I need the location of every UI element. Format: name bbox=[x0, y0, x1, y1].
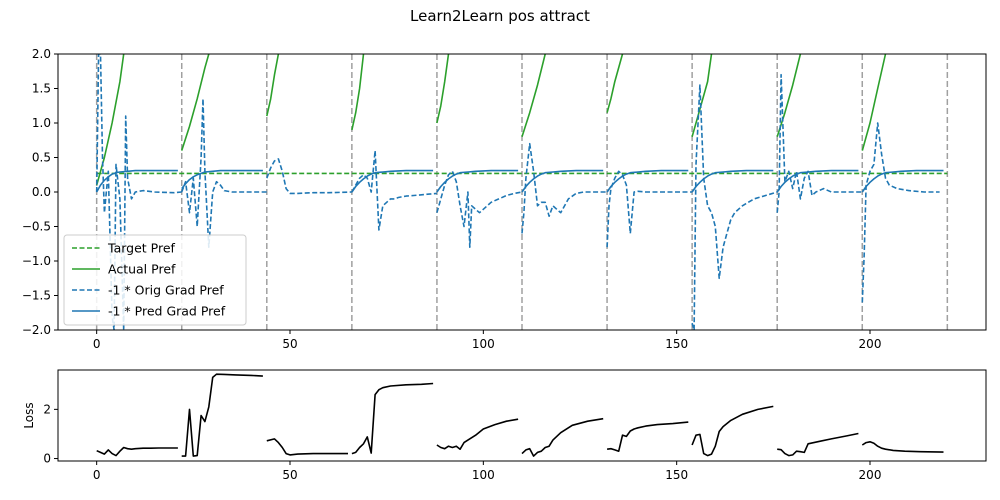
y-tick-label: −1.5 bbox=[22, 289, 51, 303]
series-line--1-pred-grad-pref bbox=[861, 169, 944, 193]
series-line-loss bbox=[181, 373, 263, 457]
y-tick-label: 2.0 bbox=[32, 47, 51, 61]
y-axis-label: Loss bbox=[22, 402, 36, 428]
y-tick-label: −2.0 bbox=[22, 323, 51, 337]
legend-label: Actual Pref bbox=[108, 262, 176, 277]
series-line-actual-pref bbox=[606, 54, 624, 113]
y-tick-label: 0 bbox=[43, 452, 51, 466]
series-line--1-pred-grad-pref bbox=[181, 169, 263, 190]
axes-frame bbox=[57, 369, 987, 462]
x-tick-label: 150 bbox=[665, 337, 688, 351]
series-line-actual-pref bbox=[436, 54, 450, 124]
series-line--1-pred-grad-pref bbox=[606, 169, 689, 193]
y-tick-label: −1.0 bbox=[22, 254, 51, 268]
series-line--1-pred-grad-pref bbox=[436, 169, 519, 193]
plot-area bbox=[96, 373, 944, 457]
top-plot: 0 50 100 150 200 −2.0 −1.5 −1.0 −0.5 0.0 0.5 1.0 1.5… bbox=[22, 47, 987, 351]
y-tick-label: 0.0 bbox=[32, 185, 51, 199]
series-line--1-pred-grad-pref bbox=[95, 169, 178, 193]
series-line-loss bbox=[521, 417, 604, 457]
series-line-actual-pref bbox=[861, 54, 887, 151]
x-tick-label: 200 bbox=[859, 337, 882, 351]
y-tick-label: 2 bbox=[43, 402, 51, 416]
series-line-loss bbox=[861, 440, 944, 453]
series-line--1-orig-grad-pref bbox=[351, 149, 437, 231]
x-tick-label: 0 bbox=[93, 468, 101, 482]
series-line--1-orig-grad-pref bbox=[861, 122, 940, 303]
series-line--1-orig-grad-pref bbox=[266, 158, 352, 195]
series-line-loss bbox=[436, 418, 519, 451]
bottom-plot: 0 50 100 150 200 0 2 Loss bbox=[22, 369, 987, 482]
series-line--1-orig-grad-pref bbox=[691, 84, 778, 330]
series-line-loss bbox=[606, 421, 689, 453]
y-tick-label: 1.0 bbox=[32, 116, 51, 130]
series-line-loss bbox=[351, 382, 434, 455]
legend: Target Pref Actual Pref -1 * Orig Grad Pre… bbox=[63, 234, 247, 326]
series-line-actual-pref bbox=[180, 54, 210, 151]
series-line--1-pred-grad-pref bbox=[776, 169, 859, 193]
series-line-actual-pref bbox=[351, 54, 365, 131]
x-tick-label: 50 bbox=[282, 337, 297, 351]
series-line--1-pred-grad-pref bbox=[351, 169, 434, 193]
series-line-actual-pref bbox=[95, 54, 125, 186]
series-line-loss bbox=[266, 438, 348, 456]
y-tick-label: 0.5 bbox=[32, 151, 51, 165]
y-tick-label: 1.5 bbox=[32, 82, 51, 96]
series-line-actual-pref bbox=[691, 54, 713, 138]
series-line-loss bbox=[691, 405, 774, 457]
legend-box bbox=[63, 234, 247, 326]
series-line--1-pred-grad-pref bbox=[521, 169, 604, 193]
series-line--1-orig-grad-pref bbox=[436, 170, 523, 248]
legend-label: -1 * Orig Grad Pref bbox=[108, 283, 224, 298]
series-line-actual-pref bbox=[521, 54, 546, 138]
x-tick-label: 100 bbox=[472, 337, 495, 351]
series-line--1-pred-grad-pref bbox=[691, 169, 774, 193]
series-line--1-orig-grad-pref bbox=[606, 170, 693, 248]
x-tick-label: 150 bbox=[665, 468, 688, 482]
x-tick-label: 200 bbox=[859, 468, 882, 482]
series-line-actual-pref bbox=[266, 54, 280, 117]
x-tick-label: 100 bbox=[472, 468, 495, 482]
series-line-actual-pref bbox=[776, 54, 802, 138]
legend-label: -1 * Pred Grad Pref bbox=[108, 304, 226, 319]
series-line--1-orig-grad-pref bbox=[521, 142, 608, 234]
y-tick-label: −0.5 bbox=[22, 220, 51, 234]
series-line--1-orig-grad-pref bbox=[95, 54, 182, 330]
plot-area bbox=[95, 54, 949, 330]
series-line-loss bbox=[96, 446, 178, 457]
x-tick-label: 50 bbox=[282, 468, 297, 482]
x-tick-label: 0 bbox=[93, 337, 101, 351]
figure-title: Learn2Learn pos attract bbox=[410, 7, 590, 25]
legend-label: Target Pref bbox=[107, 241, 176, 256]
series-line-loss bbox=[777, 432, 859, 457]
series-line--1-orig-grad-pref bbox=[776, 73, 863, 213]
